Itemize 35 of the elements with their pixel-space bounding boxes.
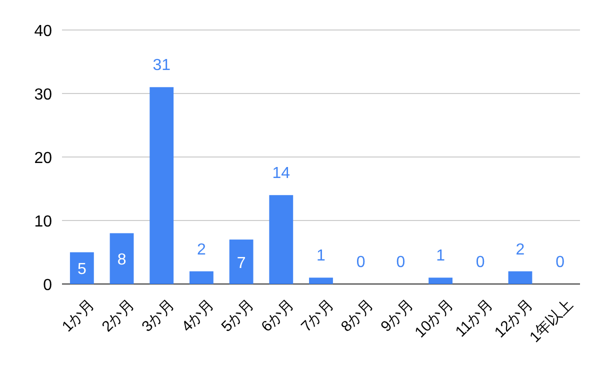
x-tick-label: 8か月 [338, 296, 378, 336]
bar [269, 195, 294, 284]
y-tick-label: 0 [43, 277, 52, 294]
x-tick-label: 7か月 [298, 296, 338, 336]
bar [508, 271, 532, 284]
data-label: 14 [272, 165, 290, 182]
data-label: 7 [236, 254, 246, 272]
bar [110, 233, 134, 284]
y-tick-label: 20 [34, 150, 52, 167]
x-tick-label: 4か月 [178, 296, 218, 336]
data-label: 1 [316, 248, 326, 265]
y-tick-label: 30 [34, 86, 52, 104]
x-tick-label: 2か月 [98, 296, 138, 336]
bar [70, 252, 94, 284]
data-label: 8 [117, 252, 126, 269]
data-label: 2 [197, 241, 206, 258]
bar [229, 240, 254, 284]
bar [309, 278, 333, 284]
data-label: 5 [77, 261, 86, 278]
data-label: 31 [152, 57, 171, 74]
data-label: 1 [436, 248, 446, 265]
y-tick-label: 40 [34, 23, 52, 40]
data-label: 0 [476, 254, 485, 271]
bar [190, 271, 214, 284]
data-label: 0 [356, 254, 366, 271]
bar [150, 87, 174, 284]
x-tick-label: 5か月 [218, 296, 258, 336]
y-tick-label: 10 [34, 214, 52, 230]
x-tick-label: 3か月 [138, 296, 178, 336]
data-label: 0 [556, 254, 565, 271]
x-tick-label: 1か月 [58, 296, 98, 336]
data-label: 0 [396, 254, 406, 271]
data-label: 2 [516, 241, 525, 258]
bar [428, 278, 452, 284]
x-tick-label: 6か月 [258, 296, 298, 336]
